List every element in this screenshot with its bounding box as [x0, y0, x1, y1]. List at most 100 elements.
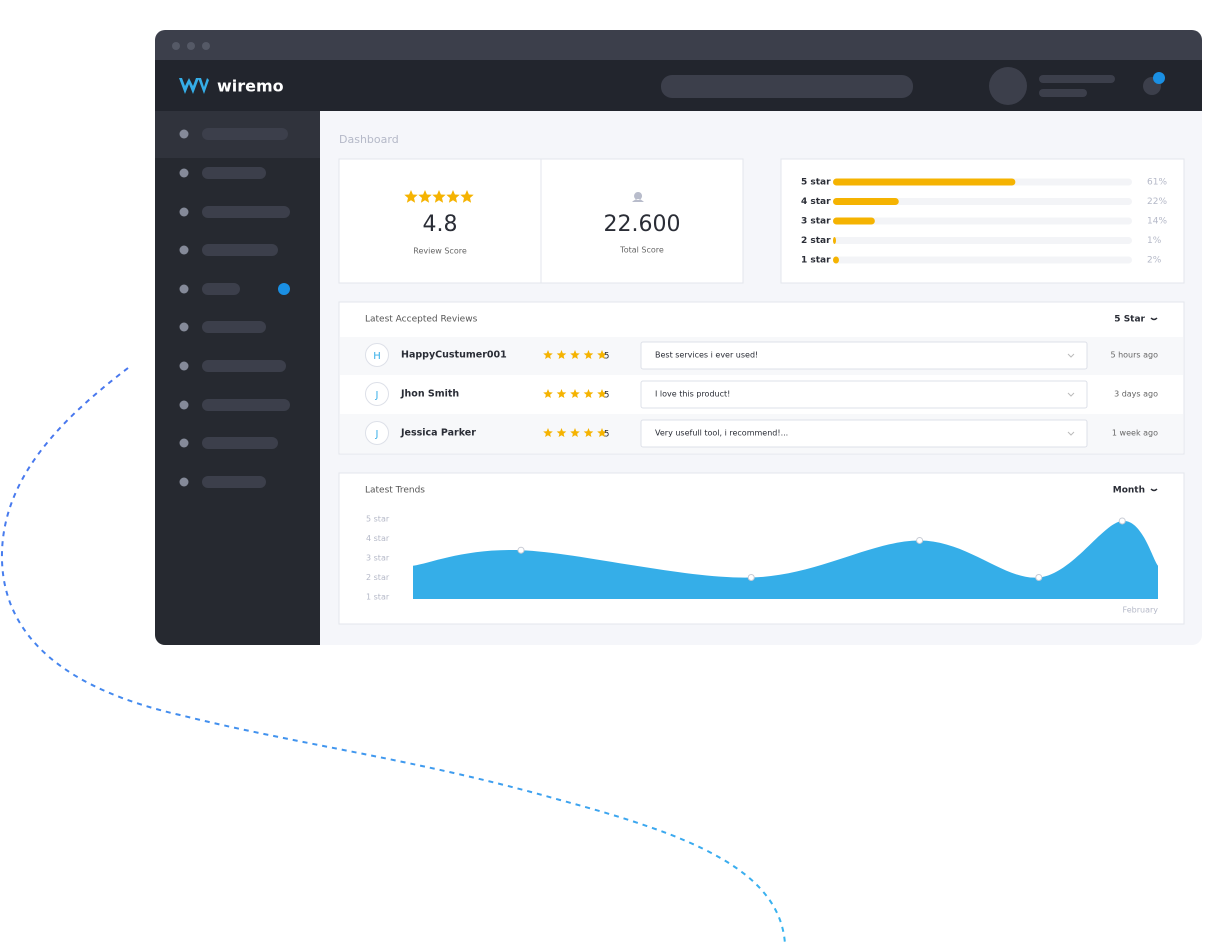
y-tick-label: 3 star — [366, 554, 390, 563]
rating: 5 — [604, 391, 609, 401]
rating-label: 1 star — [801, 256, 831, 266]
review-time: 1 week ago — [1112, 429, 1158, 438]
decor-curve — [0, 367, 786, 944]
initial: J — [375, 390, 379, 401]
star-icon — [556, 428, 567, 437]
nav-item[interactable] — [202, 244, 278, 256]
trend-point — [916, 536, 924, 544]
dropdown — [1067, 392, 1075, 397]
nav-item[interactable] — [202, 476, 266, 488]
nav-dot — [179, 207, 189, 217]
comment-box[interactable] — [640, 341, 1088, 370]
reviewer-name: Jessica Parker — [400, 428, 476, 439]
title-bar — [155, 30, 1202, 60]
trend-point — [1118, 517, 1126, 525]
rating-bar — [833, 217, 875, 225]
initial: J — [375, 429, 379, 440]
track — [833, 217, 1132, 225]
reviews-filter[interactable]: 5 Star — [1114, 315, 1145, 325]
total-score: 22.600 — [604, 212, 681, 237]
sidebar — [155, 111, 320, 645]
star-icon — [543, 428, 553, 437]
star-icon — [583, 350, 594, 359]
trend-point — [517, 546, 525, 554]
comment-box[interactable] — [640, 380, 1088, 409]
nav-dot — [179, 400, 189, 410]
star-icon — [432, 190, 446, 203]
rating-percent: 1% — [1147, 236, 1162, 246]
user-line — [1039, 89, 1087, 97]
initial: H — [373, 351, 381, 362]
reviewer-name: Jhon Smith — [400, 389, 459, 400]
nav-item[interactable] — [202, 437, 278, 449]
star-icon — [460, 190, 474, 203]
comment: I love this product! — [655, 390, 730, 399]
trends-filter[interactable]: Month — [1113, 486, 1145, 496]
nav-dot — [179, 322, 189, 332]
rating-percent: 61% — [1147, 178, 1167, 188]
nav-dot — [179, 168, 189, 178]
avatar-circle — [365, 343, 389, 367]
track — [833, 198, 1132, 205]
star-icon — [543, 389, 553, 398]
dropdown — [1067, 431, 1075, 436]
nav-item[interactable] — [202, 206, 290, 218]
user-line — [1039, 75, 1115, 83]
comment: Best services i ever used! — [655, 351, 758, 360]
star-icon — [597, 428, 607, 437]
star-icon — [570, 350, 580, 359]
user-icon — [632, 192, 644, 202]
nav-dot — [179, 361, 189, 371]
nav-dot — [179, 129, 189, 139]
x-label: February — [1123, 606, 1159, 615]
total-score-label: Total Score — [619, 246, 664, 255]
nav-dot — [179, 438, 189, 448]
window-dot — [172, 42, 180, 50]
nav-item[interactable] — [202, 360, 286, 372]
rating-bar — [833, 198, 899, 205]
avatar-circle — [365, 382, 389, 406]
rating-bar — [833, 178, 1016, 186]
avatar-circle — [365, 421, 389, 445]
track — [833, 256, 1132, 264]
y-tick-label: 5 star — [366, 515, 390, 524]
star-icon — [446, 190, 460, 203]
star-icon — [556, 389, 567, 398]
logo-icon — [179, 78, 209, 94]
nav-item[interactable] — [202, 283, 240, 295]
reviews-title: Latest Accepted Reviews — [365, 315, 478, 325]
nav-dot — [179, 284, 189, 294]
trends-title: Latest Trends — [365, 486, 425, 496]
y-tick-label: 2 star — [366, 573, 390, 582]
reviewer-name: HappyCustumer001 — [401, 350, 507, 361]
review-time: 3 days ago — [1114, 390, 1158, 399]
star-icon — [583, 428, 594, 437]
comment: Very usefull tool, i recommend!... — [655, 429, 788, 438]
rating-percent: 14% — [1147, 217, 1167, 227]
search[interactable] — [661, 75, 913, 98]
trends-card — [338, 472, 1185, 625]
nav-item[interactable] — [202, 321, 266, 333]
window-dot — [187, 42, 195, 50]
rating: 5 — [604, 430, 609, 440]
window-dot — [202, 42, 210, 50]
nav-item[interactable] — [202, 399, 290, 411]
review-time: 5 hours ago — [1110, 351, 1158, 360]
star-icon — [556, 350, 567, 359]
y-tick-label: 4 star — [366, 534, 390, 543]
nav-dot — [179, 477, 189, 487]
rating-bar — [833, 237, 836, 244]
rating-label: 3 star — [801, 217, 831, 227]
y-tick-label: 1 star — [366, 593, 390, 602]
review-score: 4.8 — [423, 212, 458, 237]
trend-point — [747, 574, 755, 581]
comment-box[interactable] — [640, 419, 1088, 448]
avatar[interactable] — [989, 67, 1027, 105]
trend-point — [1035, 574, 1043, 581]
nav-item[interactable] — [202, 128, 288, 140]
star-icon — [404, 190, 418, 203]
nav-item[interactable] — [202, 167, 266, 179]
rating: 5 — [604, 352, 609, 362]
